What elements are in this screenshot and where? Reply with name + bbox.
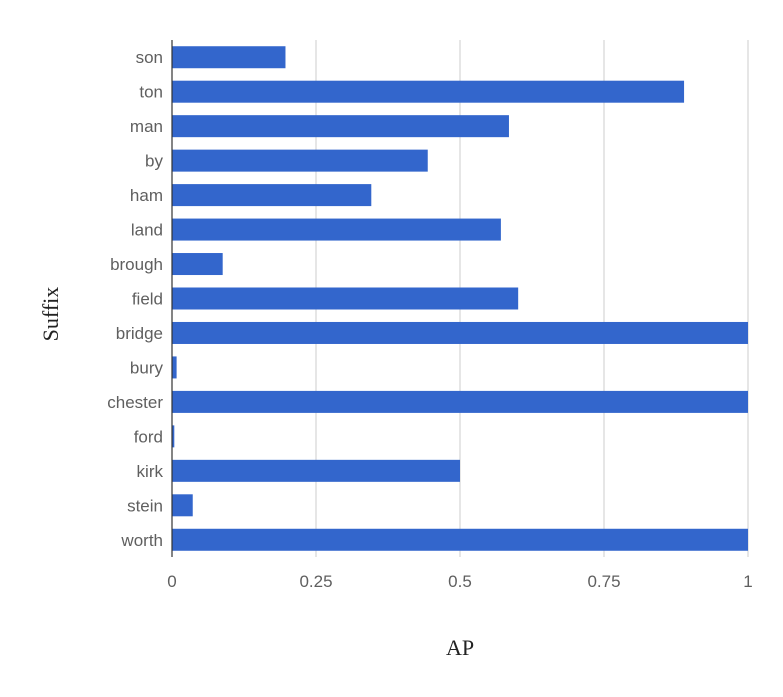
bar-ford bbox=[172, 425, 175, 448]
bars bbox=[172, 46, 748, 551]
bar-by bbox=[172, 149, 428, 172]
bar-chester bbox=[172, 390, 748, 413]
category-label-land: land bbox=[131, 221, 163, 240]
bar-ton bbox=[172, 80, 685, 103]
category-label-ford: ford bbox=[134, 427, 163, 446]
category-label-worth: worth bbox=[120, 531, 163, 550]
bar-brough bbox=[172, 253, 223, 276]
bar-worth bbox=[172, 528, 748, 551]
bar-field bbox=[172, 287, 519, 310]
category-label-ton: ton bbox=[139, 83, 163, 102]
bar-land bbox=[172, 218, 501, 241]
x-tick-label: 0 bbox=[167, 572, 176, 591]
bar-kirk bbox=[172, 459, 460, 482]
category-label-ham: ham bbox=[130, 186, 163, 205]
category-label-bridge: bridge bbox=[116, 324, 163, 343]
x-tick-label: 0.75 bbox=[587, 572, 620, 591]
category-label-brough: brough bbox=[110, 255, 163, 274]
category-label-by: by bbox=[145, 152, 163, 171]
bar-stein bbox=[172, 494, 193, 517]
bar-man bbox=[172, 115, 509, 138]
x-tick-label: 0.5 bbox=[448, 572, 472, 591]
bar-bury bbox=[172, 356, 177, 379]
bar-son bbox=[172, 46, 286, 69]
y-axis-title: Suffix bbox=[38, 287, 63, 342]
category-label-stein: stein bbox=[127, 496, 163, 515]
category-label-son: son bbox=[136, 48, 163, 67]
category-label-man: man bbox=[130, 117, 163, 136]
bar-ham bbox=[172, 184, 372, 207]
category-label-chester: chester bbox=[107, 393, 163, 412]
category-label-kirk: kirk bbox=[137, 462, 164, 481]
category-label-field: field bbox=[132, 290, 163, 309]
labels: 0 0.25 0.5 0.75 1 son ton man by ham land brough fie… bbox=[107, 48, 752, 591]
x-tick-label: 0.25 bbox=[299, 572, 332, 591]
x-axis-title: AP bbox=[446, 635, 474, 660]
x-tick-label: 1 bbox=[743, 572, 752, 591]
bar-bridge bbox=[172, 321, 748, 344]
category-label-bury: bury bbox=[130, 358, 164, 377]
